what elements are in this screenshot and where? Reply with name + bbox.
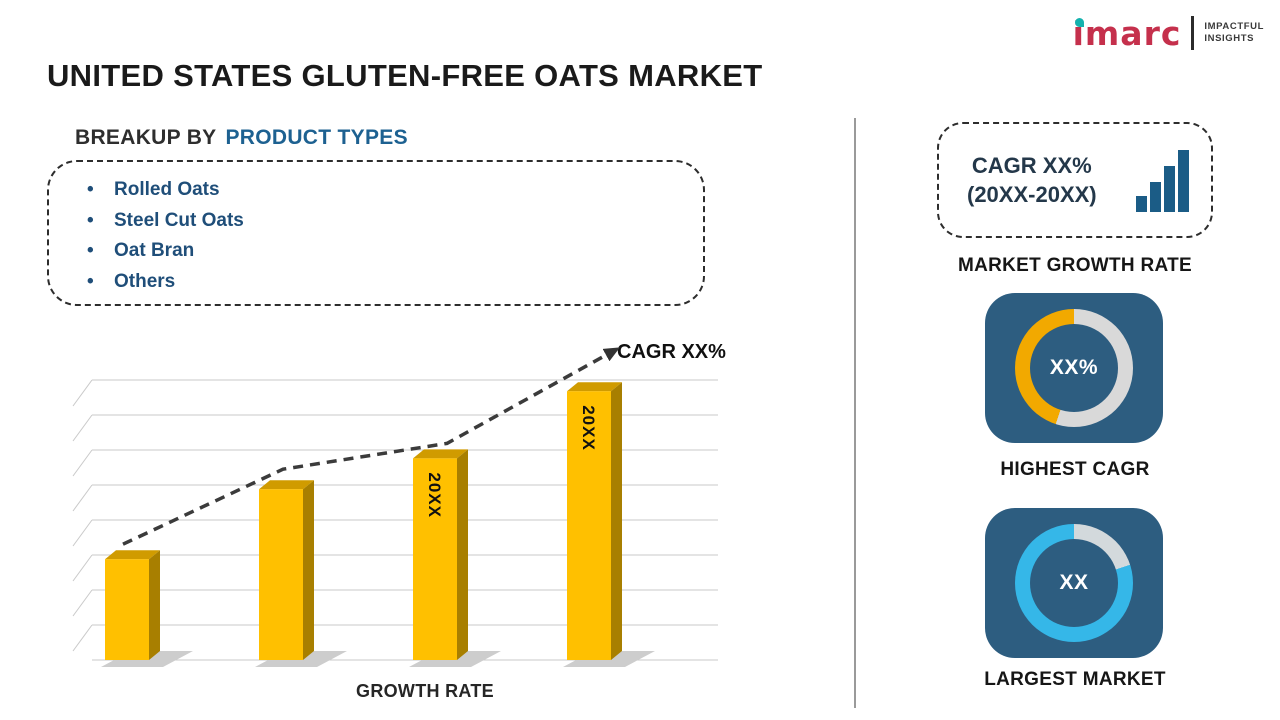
list-item: Rolled Oats bbox=[87, 175, 703, 206]
logo-tagline-line2: INSIGHTS bbox=[1204, 33, 1255, 44]
breakup-heading-prefix: BREAKUP BY bbox=[75, 126, 217, 149]
product-types-box: Rolled Oats Steel Cut Oats Oat Bran Othe… bbox=[47, 160, 705, 306]
list-item: Others bbox=[87, 267, 703, 298]
growth-bar-chart: 20XX 20XX bbox=[72, 347, 718, 667]
cagr-trend-label: CAGR XX% bbox=[617, 341, 726, 363]
highest-cagr-card: XX% bbox=[985, 293, 1163, 443]
product-types-list: Rolled Oats Steel Cut Oats Oat Bran Othe… bbox=[49, 175, 703, 297]
breakup-heading-highlight: PRODUCT TYPES bbox=[225, 126, 408, 149]
breakup-heading: BREAKUP BY PRODUCT TYPES bbox=[75, 126, 408, 150]
list-item-label: Others bbox=[114, 270, 176, 292]
market-growth-rate-card: CAGR XX% (20XX-20XX) bbox=[937, 122, 1213, 238]
list-item: Steel Cut Oats bbox=[87, 206, 703, 237]
list-item-label: Steel Cut Oats bbox=[114, 209, 244, 231]
growth-card-text: CAGR XX% (20XX-20XX) bbox=[967, 151, 1097, 209]
imarc-wordmark: imarc bbox=[1072, 13, 1182, 53]
list-item: Oat Bran bbox=[87, 236, 703, 267]
logo-divider bbox=[1191, 16, 1195, 50]
largest-market-caption: LARGEST MARKET bbox=[984, 669, 1166, 690]
logo-tagline: IMPACTFUL INSIGHTS bbox=[1204, 21, 1264, 46]
highest-cagr-value: XX% bbox=[1049, 356, 1099, 379]
growth-card-line1: CAGR XX% bbox=[971, 153, 1092, 178]
largest-market-donut-chart: XX bbox=[1015, 524, 1133, 642]
highest-cagr-donut-chart: XX% bbox=[1015, 309, 1133, 427]
svg-text:20XX: 20XX bbox=[579, 405, 598, 451]
imarc-teal-accent-icon bbox=[1074, 17, 1084, 27]
growth-card-line2: (20XX-20XX) bbox=[967, 182, 1097, 207]
page-title: UNITED STATES GLUTEN-FREE OATS MARKET bbox=[47, 58, 763, 93]
section-divider bbox=[854, 118, 856, 708]
x-axis-label: GROWTH RATE bbox=[356, 681, 494, 701]
imarc-logo: imarc IMPACTFUL INSIGHTS bbox=[1073, 16, 1264, 50]
largest-market-card: XX bbox=[985, 508, 1163, 658]
list-item-label: Oat Bran bbox=[114, 240, 195, 261]
svg-text:20XX: 20XX bbox=[425, 472, 444, 518]
imarc-brand: imarc bbox=[1073, 17, 1182, 50]
highest-cagr-caption: HIGHEST CAGR bbox=[1000, 459, 1150, 480]
logo-tagline-line1: IMPACTFUL bbox=[1204, 20, 1264, 32]
list-item-label: Rolled Oats bbox=[114, 179, 220, 200]
market-growth-rate-caption: MARKET GROWTH RATE bbox=[957, 255, 1193, 276]
bar-chart-icon bbox=[1136, 148, 1189, 212]
largest-market-value: XX bbox=[1059, 571, 1089, 594]
